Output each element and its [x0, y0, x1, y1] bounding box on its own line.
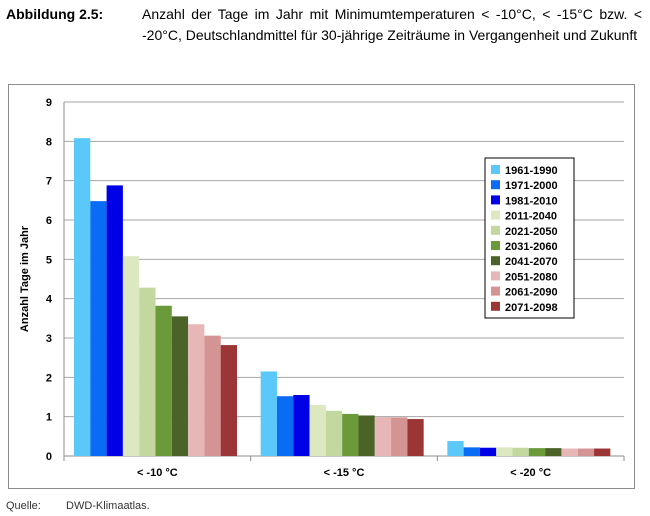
x-category-label-0: < -10 °C	[137, 467, 178, 479]
legend-label-2011-2040: 2011-2040	[505, 211, 557, 223]
y-tick-label-2: 2	[46, 372, 52, 384]
legend-label-2061-2090: 2061-2090	[505, 287, 558, 299]
bar-2041-2070-1	[358, 415, 375, 456]
y-tick-label-7: 7	[46, 176, 52, 188]
bar-2051-2080-0	[188, 324, 205, 456]
legend-swatch-2061-2090	[491, 286, 500, 296]
bar-chart: 0 1 2 3 4 5 6 7 8 9 Anzahl Tage im Jahr < -10 °C < -…	[19, 97, 625, 479]
bar-2071-2098-1	[407, 419, 424, 456]
bar-2071-2098-0	[220, 345, 237, 456]
legend-swatch-2071-2098	[491, 301, 500, 311]
chart-frame: 0 1 2 3 4 5 6 7 8 9 Anzahl Tage im Jahr < -10 °C < -…	[8, 84, 635, 489]
legend-label-2031-2060: 2031-2060	[505, 241, 558, 253]
legend-label-2041-2070: 2041-2070	[505, 256, 558, 268]
bar-2031-2060-1	[342, 413, 359, 456]
bar-2011-2040-2	[496, 447, 513, 456]
y-tick-label-8: 8	[46, 136, 52, 148]
bar-2041-2070-0	[171, 316, 189, 456]
y-tick-label-6: 6	[46, 215, 52, 227]
legend-swatch-2041-2070	[491, 256, 500, 266]
bar-1971-2000-2	[463, 447, 480, 456]
bar-2031-2060-2	[528, 448, 546, 456]
bar-2041-2070-2	[545, 448, 562, 456]
legend-label-2051-2080: 2051-2080	[505, 271, 558, 283]
bar-2061-2090-0	[204, 335, 221, 456]
source-value: DWD-Klimaatlas.	[66, 500, 150, 512]
bar-2011-2040-0	[122, 256, 140, 456]
legend-swatch-1961-1990	[491, 165, 500, 174]
bar-2061-2090-1	[391, 417, 408, 456]
bar-1981-2010-1	[293, 395, 310, 456]
source-label: Quelle:	[6, 500, 41, 512]
bar-1981-2010-2	[479, 447, 497, 456]
bar-2051-2080-2	[561, 448, 578, 456]
x-category-label-1: < -15 °C	[324, 467, 365, 479]
y-tick-label-5: 5	[46, 254, 52, 266]
legend-label-1961-1990: 1961-1990	[505, 165, 558, 177]
bar-2031-2060-0	[155, 305, 172, 456]
y-tick-label-9: 9	[46, 97, 52, 109]
bar-2021-2050-2	[512, 447, 529, 456]
bar-1971-2000-1	[276, 396, 294, 456]
y-tick-label-4: 4	[46, 294, 53, 306]
bar-1971-2000-0	[90, 201, 107, 456]
bar-2071-2098-2	[594, 448, 611, 456]
x-category-label-2: < -20 °C	[510, 467, 551, 479]
y-tick-label-3: 3	[46, 333, 52, 345]
y-axis-title: Anzahl Tage im Jahr	[19, 225, 31, 332]
source-note: Quelle: DWD-Klimaatlas.	[6, 500, 150, 512]
legend-swatch-2051-2080	[491, 271, 500, 281]
bar-2021-2050-1	[325, 410, 343, 456]
bar-2061-2090-2	[577, 448, 595, 456]
legend-swatch-2031-2060	[491, 241, 500, 250]
legend-label-2021-2050: 2021-2050	[505, 226, 558, 238]
bar-2011-2040-1	[309, 404, 326, 456]
bar-2051-2080-1	[374, 417, 392, 456]
legend-swatch-1981-2010	[491, 195, 500, 205]
bar-1961-1990-1	[260, 371, 277, 456]
bar-1981-2010-0	[106, 185, 123, 456]
bar-1961-1990-2	[447, 441, 464, 456]
y-tick-label-0: 0	[46, 451, 52, 463]
caption-label: Abbildung 2.5:	[6, 6, 104, 22]
bar-1961-1990-0	[74, 138, 91, 456]
legend-label-1981-2010: 1981-2010	[505, 195, 558, 207]
legend-label-1971-2000: 1971-2000	[505, 180, 558, 192]
legend-swatch-1971-2000	[491, 180, 500, 190]
legend-label-2071-2098: 2071-2098	[505, 302, 558, 314]
bar-2021-2050-0	[139, 287, 156, 456]
legend-swatch-2021-2050	[491, 225, 500, 235]
legend-swatch-2011-2040	[491, 210, 500, 220]
caption-text: Anzahl der Tage im Jahr mit Minimumtempe…	[142, 6, 642, 43]
y-tick-label-1: 1	[46, 412, 52, 424]
